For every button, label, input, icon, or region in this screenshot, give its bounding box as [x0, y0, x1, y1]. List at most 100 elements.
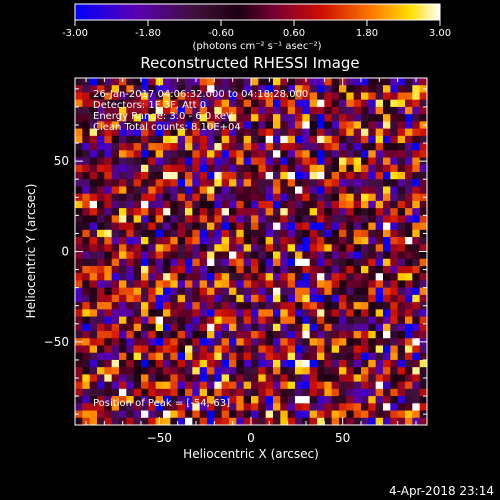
colorbar-tick-label: -3.00 [62, 28, 88, 39]
heatmap-cell [141, 78, 149, 86]
heatmap-cell [324, 251, 333, 260]
heatmap-cell [361, 150, 369, 158]
heatmap-cell [339, 367, 347, 375]
heatmap-cell [265, 222, 274, 231]
colorbar-units: (photons cm⁻² s⁻¹ asec⁻²) [192, 41, 321, 52]
heatmap-cell [302, 215, 311, 223]
heatmap-cell [119, 244, 127, 252]
heatmap-cell [207, 410, 215, 419]
heatmap-cell [251, 287, 259, 296]
heatmap-cell [295, 150, 303, 158]
heatmap-cell [192, 85, 201, 93]
heatmap-cell [163, 396, 171, 404]
heatmap-cell [295, 345, 303, 354]
heatmap-cell [170, 309, 179, 317]
heatmap-cell [82, 280, 91, 289]
heatmap-cell [192, 244, 201, 252]
heatmap-cell [207, 171, 215, 180]
heatmap-cell [141, 417, 149, 426]
heatmap-cell [309, 215, 318, 223]
heatmap-cell [280, 150, 289, 158]
heatmap-cell [82, 106, 91, 115]
heatmap-cell [97, 331, 105, 339]
heatmap-cell [236, 280, 245, 289]
heatmap-cell [375, 135, 384, 144]
heatmap-cell [243, 294, 252, 303]
heatmap-cell [368, 280, 377, 289]
heatmap-cell [390, 309, 399, 317]
heatmap-cell [170, 135, 179, 144]
heatmap-cell [97, 352, 105, 361]
heatmap-cell [309, 352, 318, 361]
heatmap-cell [163, 99, 171, 108]
heatmap-cell [236, 273, 245, 281]
heatmap-cell [199, 99, 208, 108]
heatmap-cell [258, 323, 267, 332]
heatmap-cell [412, 244, 421, 252]
heatmap-cell [368, 294, 377, 303]
heatmap-cell [295, 179, 303, 187]
heatmap-cell [390, 229, 399, 238]
heatmap-cell [119, 381, 127, 390]
heatmap-cell [119, 99, 127, 108]
heatmap-cell [148, 410, 157, 419]
heatmap-cell [185, 258, 193, 267]
heatmap-cell [346, 381, 355, 390]
heatmap-cell [324, 164, 333, 173]
heatmap-cell [287, 302, 296, 310]
heatmap-cell [361, 302, 369, 310]
heatmap-cell [170, 92, 179, 101]
heatmap-cell [170, 367, 179, 375]
heatmap-cell [104, 143, 113, 151]
heatmap-cell [199, 215, 208, 223]
heatmap-cell [258, 179, 267, 187]
heatmap-cell [133, 359, 142, 368]
heatmap-cell [287, 331, 296, 339]
heatmap-cell [243, 99, 252, 108]
heatmap-cell [390, 316, 399, 325]
heatmap-cell [390, 280, 399, 289]
heatmap-cell [361, 280, 369, 289]
heatmap-cell [177, 179, 186, 187]
heatmap-cell [383, 331, 391, 339]
heatmap-cell [353, 121, 362, 130]
heatmap-cell [126, 417, 135, 426]
heatmap-cell [353, 338, 362, 346]
heatmap-cell [119, 179, 127, 187]
heatmap-cell [280, 215, 289, 223]
heatmap-cell [339, 302, 347, 310]
heatmap-cell [207, 92, 215, 101]
heatmap-cell [309, 302, 318, 310]
heatmap-cell [199, 114, 208, 122]
heatmap-cell [163, 417, 171, 426]
heatmap-cell [405, 388, 413, 397]
heatmap-cell [104, 128, 113, 137]
heatmap-cell [317, 106, 325, 115]
heatmap-cell [177, 287, 186, 296]
heatmap-cell [185, 287, 193, 296]
heatmap-cell [199, 367, 208, 375]
heatmap-cell [317, 157, 325, 166]
heatmap-cell [221, 121, 230, 130]
heatmap-cell [324, 193, 333, 202]
heatmap-cell [229, 85, 237, 93]
heatmap-cell [258, 359, 267, 368]
heatmap-cell [170, 128, 179, 137]
heatmap-cell [375, 208, 384, 216]
heatmap-cell [141, 302, 149, 310]
heatmap-cell [170, 179, 179, 187]
heatmap-cell [361, 294, 369, 303]
heatmap-cell [229, 287, 237, 296]
heatmap-cell [148, 331, 157, 339]
heatmap-cell [82, 200, 91, 209]
heatmap-cell [353, 114, 362, 122]
heatmap-cell [309, 273, 318, 281]
heatmap-cell [273, 164, 281, 173]
heatmap-cell [82, 287, 91, 296]
heatmap-cell [251, 200, 259, 209]
heatmap-cell [295, 273, 303, 281]
heatmap-cell [295, 85, 303, 93]
heatmap-cell [185, 273, 193, 281]
heatmap-cell [280, 338, 289, 346]
